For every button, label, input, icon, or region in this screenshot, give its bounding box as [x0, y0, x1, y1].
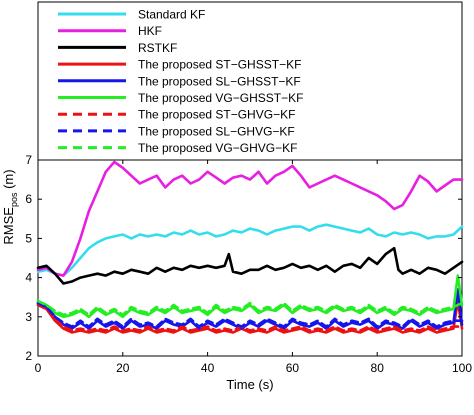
y-axis-label-subscript: pos: [9, 192, 19, 207]
y-axis-label-main: RMSE: [1, 207, 16, 245]
y-axis-label: RMSEpos (m): [1, 169, 19, 244]
series-layer: [36, 160, 464, 334]
series-line-rstkf: [36, 246, 464, 285]
legend-label: The proposed VG−GHVG−KF: [138, 141, 297, 155]
y-axis-label-unit: (m): [1, 169, 16, 192]
legend-entry: RSTKF: [58, 41, 177, 55]
x-tick-label: 20: [116, 361, 130, 375]
x-tick-label: 80: [371, 361, 385, 375]
series-line-the-proposed-sl-ghsst-kf: [36, 288, 464, 330]
series-line-the-proposed-st-ghvg-kf-dashed: [36, 303, 464, 332]
x-axis: 0 20 40 60 80 100: [35, 160, 472, 375]
legend-label: The proposed SL−GHSST−KF: [138, 74, 301, 88]
legend: Standard KF HKF RSTKF The proposed ST−GHSST…: [58, 8, 303, 155]
series-line-standard-kf: [36, 223, 464, 277]
series-line-the-proposed-vg-ghsst-kf: [36, 274, 464, 319]
legend-entry: The proposed SL−GHSST−KF: [58, 74, 301, 88]
x-axis-label: Time (s): [226, 377, 273, 392]
legend-entry: The proposed VG−GHVG−KF: [58, 141, 297, 155]
legend-entry: The proposed ST−GHVG−KF: [58, 108, 295, 122]
series-line-the-proposed-sl-ghvg-kf-dashed: [36, 301, 464, 328]
legend-label: The proposed ST−GHSST−KF: [138, 58, 301, 72]
x-tick-label: 0: [35, 361, 42, 375]
series-line-hkf: [36, 160, 464, 277]
legend-entry: HKF: [58, 24, 162, 38]
y-axis: 2 3 4 5 6 7: [25, 153, 462, 363]
legend-entry: The proposed VG−GHSST−KF: [58, 91, 303, 105]
series-line-the-proposed-vg-ghvg-kf-dashed: [36, 299, 464, 317]
legend-label: The proposed SL−GHVG−KF: [138, 124, 295, 138]
x-tick-label: 100: [452, 361, 472, 375]
x-tick-label: 40: [201, 361, 215, 375]
legend-entry: Standard KF: [58, 8, 205, 22]
legend-label: The proposed VG−GHSST−KF: [138, 91, 303, 105]
y-tick-label: 3: [25, 310, 32, 324]
legend-label: The proposed ST−GHVG−KF: [138, 108, 295, 122]
legend-label: HKF: [138, 24, 162, 38]
legend-entry: The proposed ST−GHSST−KF: [58, 58, 301, 72]
y-tick-label: 6: [25, 192, 32, 206]
legend-entry: The proposed SL−GHVG−KF: [58, 124, 295, 138]
legend-label: RSTKF: [138, 41, 177, 55]
y-tick-label: 5: [25, 231, 32, 245]
series-line-the-proposed-st-ghsst-kf: [36, 299, 464, 334]
y-tick-label: 4: [25, 271, 32, 285]
y-tick-label: 7: [25, 153, 32, 167]
x-tick-label: 60: [286, 361, 300, 375]
legend-label: Standard KF: [138, 8, 205, 22]
y-tick-label: 2: [25, 349, 32, 363]
